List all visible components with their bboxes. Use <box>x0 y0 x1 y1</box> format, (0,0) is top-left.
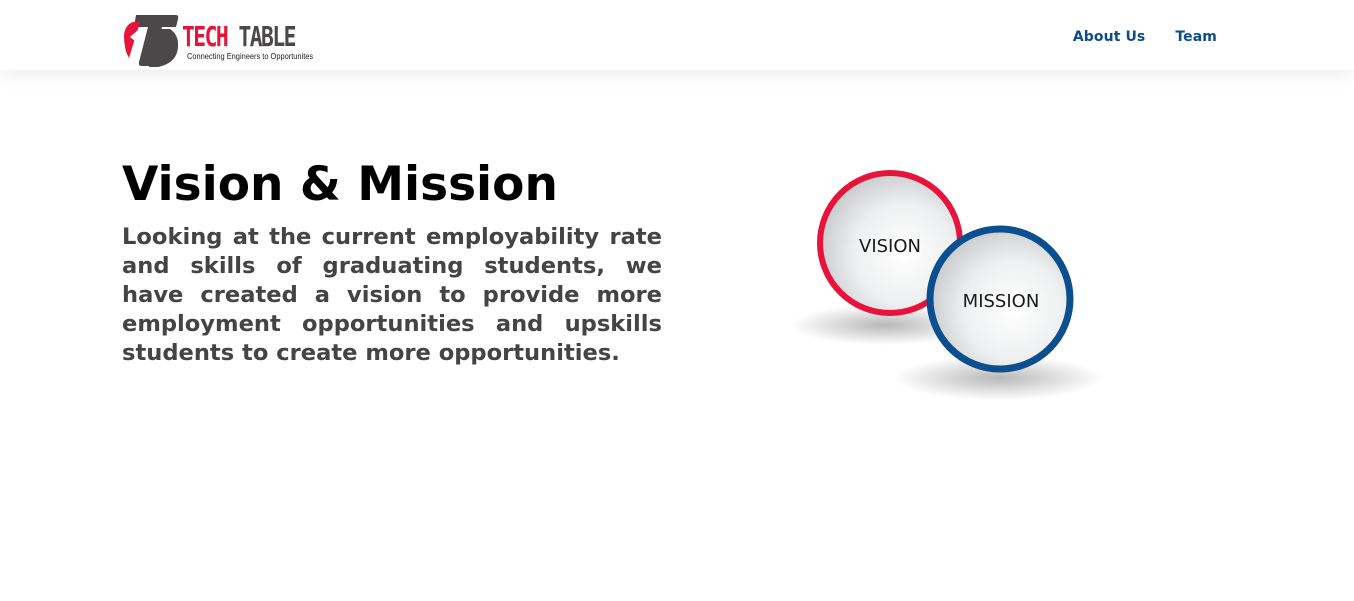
logo-tagline: Connecting Engineers to Opportunites <box>187 52 314 61</box>
tech-table-logo[interactable]: TECH TABLE Connecting Engineers to Oppor… <box>124 13 324 67</box>
vision-mission-graphic: VISION MISSION <box>790 170 1103 400</box>
page-title: Vision & Mission <box>122 157 558 212</box>
site-header: TECH TABLE Connecting Engineers to Oppor… <box>0 0 1354 70</box>
tech-table-logo-icon <box>124 15 179 67</box>
mission-circle: MISSION <box>926 225 1074 373</box>
mission-circle-shadow <box>893 356 1103 400</box>
mission-label: MISSION <box>963 291 1040 312</box>
vision-label: VISION <box>859 236 921 257</box>
main-nav: About Us Team <box>1073 27 1217 47</box>
logo-word-tech: TECH <box>182 20 229 53</box>
vision-description: Looking at the current employability rat… <box>122 224 662 366</box>
logo-wordmark: TECH TABLE <box>182 20 296 53</box>
nav-about-us[interactable]: About Us <box>1072 29 1146 45</box>
nav-team[interactable]: Team <box>1175 29 1217 45</box>
logo-word-table: TABLE <box>238 20 296 53</box>
